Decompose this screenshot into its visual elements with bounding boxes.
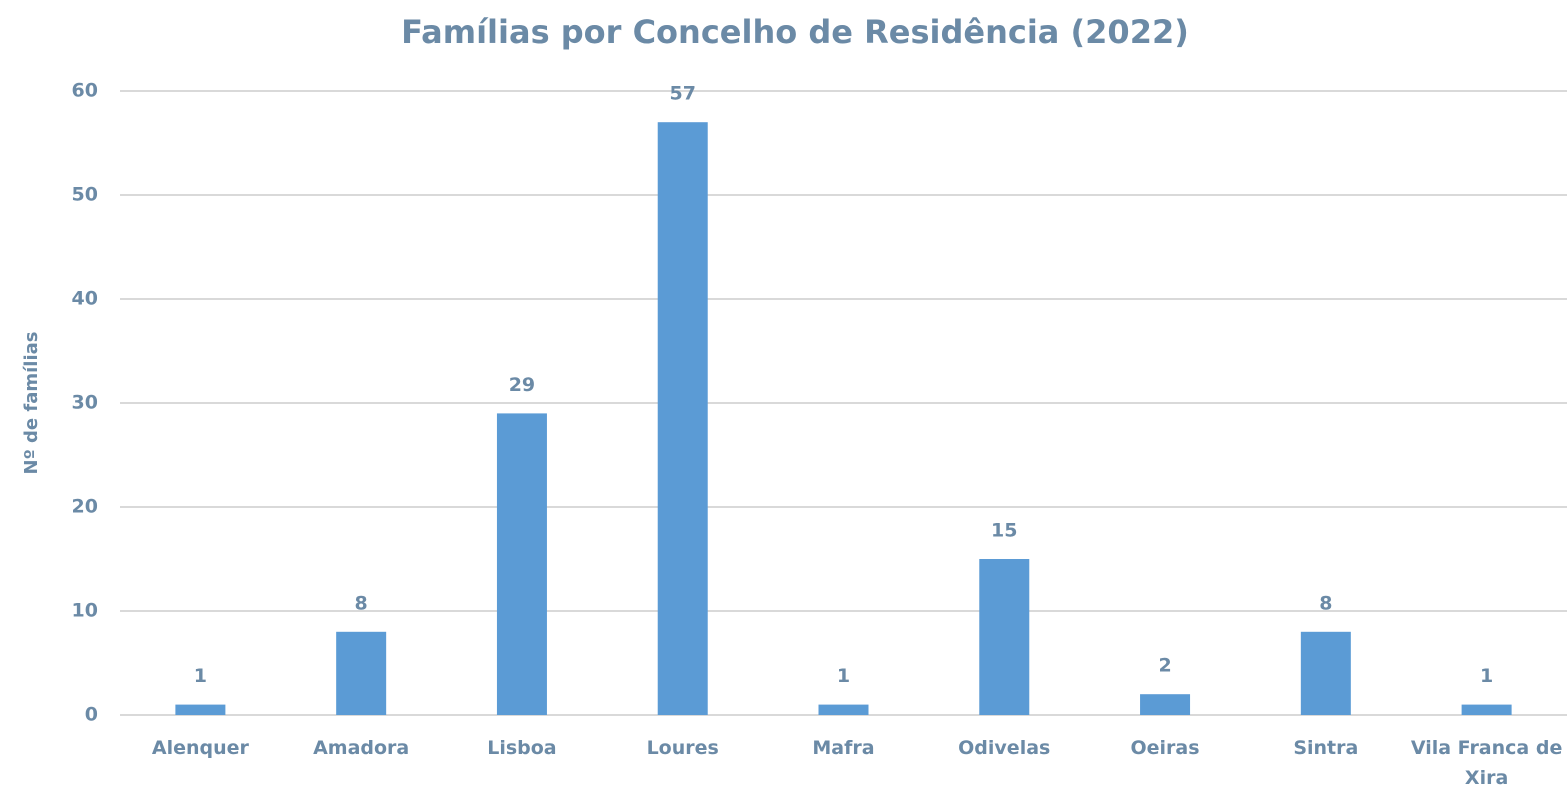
data-label: 29 — [509, 374, 535, 396]
x-tick-label-box: Alenquer — [151, 737, 249, 759]
x-tick-label: Oeiras — [1130, 737, 1200, 759]
bar — [336, 631, 387, 715]
x-tick-label: Alenquer — [151, 737, 249, 759]
bar — [175, 704, 226, 715]
data-label: 1 — [194, 665, 207, 687]
data-label: 57 — [669, 83, 695, 105]
y-tick-label: 40 — [72, 288, 98, 310]
bar — [818, 704, 869, 715]
x-tick-label: Odivelas — [958, 737, 1051, 759]
data-label: 1 — [1480, 665, 1493, 687]
x-tick-label: Lisboa — [487, 737, 557, 759]
x-tick-label-box: Sintra — [1293, 737, 1359, 759]
x-tick-label-box: Vila Franca de Xira — [1410, 737, 1563, 789]
x-tick-label-box: Loures — [646, 737, 719, 759]
y-tick-label: 0 — [85, 704, 98, 726]
y-tick-label: 30 — [72, 392, 98, 414]
x-tick-label-box: Lisboa — [487, 737, 557, 759]
x-tick-label: Vila Franca de Xira — [1410, 737, 1563, 789]
y-tick-label: 50 — [72, 184, 98, 206]
chart-title: Famílias por Concelho de Residência (202… — [401, 13, 1189, 51]
x-tick-label: Amadora — [313, 737, 410, 759]
x-tick-label-box: Oeiras — [1130, 737, 1200, 759]
bar — [657, 122, 708, 715]
x-tick-label: Mafra — [812, 737, 875, 759]
y-axis-label: Nº de famílias — [21, 332, 42, 475]
bar — [1461, 704, 1512, 715]
data-label: 1 — [837, 665, 850, 687]
y-tick-label: 20 — [72, 496, 98, 518]
bar — [1300, 631, 1351, 715]
bar — [496, 413, 547, 715]
y-tick-label: 60 — [72, 80, 98, 102]
x-tick-label-box: Mafra — [812, 737, 875, 759]
x-tick-label-box: Amadora — [313, 737, 410, 759]
data-label: 2 — [1158, 655, 1171, 677]
x-tick-label: Sintra — [1293, 737, 1359, 759]
data-label: 8 — [355, 592, 368, 614]
y-tick-label: 10 — [72, 600, 98, 622]
bar — [979, 559, 1030, 715]
x-tick-label: Loures — [646, 737, 719, 759]
bar — [1140, 694, 1191, 715]
data-label: 15 — [991, 520, 1017, 542]
data-label: 8 — [1319, 592, 1332, 614]
x-tick-label-box: Odivelas — [958, 737, 1051, 759]
